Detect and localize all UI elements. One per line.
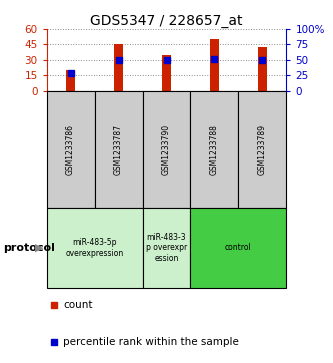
Bar [95,91,143,208]
Bar [114,44,123,91]
Bar [143,91,190,208]
Text: GSM1233787: GSM1233787 [114,124,123,175]
Bar [162,55,171,91]
Bar [238,91,286,208]
Text: count: count [63,300,93,310]
Bar [210,39,219,91]
Text: GSM1233790: GSM1233790 [162,124,171,175]
Text: percentile rank within the sample: percentile rank within the sample [63,337,239,347]
Bar [66,70,75,91]
Text: miR-483-5p
overexpression: miR-483-5p overexpression [66,238,124,258]
Text: GSM1233786: GSM1233786 [66,124,75,175]
Text: GSM1233789: GSM1233789 [258,124,267,175]
Text: miR-483-3
p overexpr
ession: miR-483-3 p overexpr ession [146,233,187,263]
Bar [190,91,238,208]
Bar [258,46,267,91]
Text: GSM1233788: GSM1233788 [210,124,219,175]
Bar [47,208,143,288]
Text: protocol: protocol [3,243,55,253]
Bar [143,208,190,288]
Text: control: control [225,243,252,252]
Title: GDS5347 / 228657_at: GDS5347 / 228657_at [90,14,243,28]
Bar [47,91,95,208]
Text: ▶: ▶ [35,243,44,253]
Bar [190,208,286,288]
